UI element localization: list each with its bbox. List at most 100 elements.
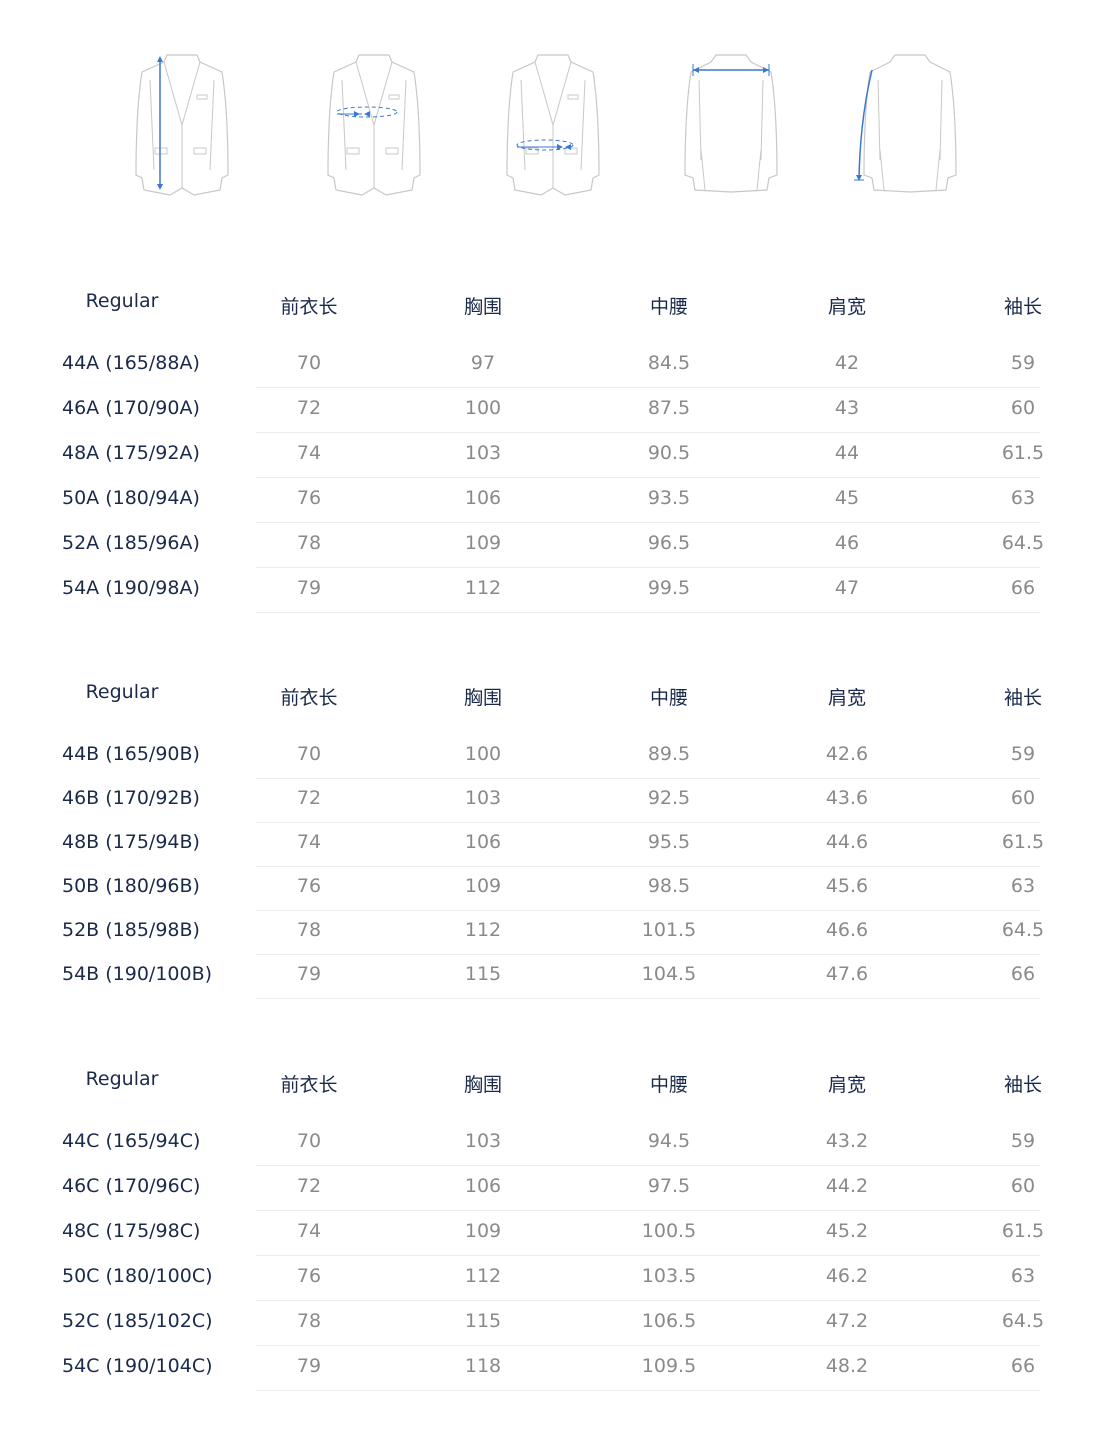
table-row: 44B (165/90B) 70 100 89.5 42.6 59 <box>0 743 1106 788</box>
table-row: 50B (180/96B) 76 109 98.5 45.6 63 <box>0 875 1106 920</box>
size-label: 44A (165/88A) <box>62 352 200 374</box>
measurement-value: 103 <box>464 442 502 464</box>
measurement-value: 70 <box>296 1130 322 1152</box>
measurement-value: 78 <box>296 919 322 941</box>
jacket-shoulder-icon <box>671 50 791 195</box>
size-label: 52A (185/96A) <box>62 532 200 554</box>
table-row: 54A (190/98A) 79 112 99.5 47 66 <box>0 577 1106 622</box>
size-label: 54B (190/100B) <box>62 963 213 985</box>
table-row: 52B (185/98B) 78 112 101.5 46.6 64.5 <box>0 919 1106 964</box>
measurement-value: 106 <box>464 487 502 509</box>
table-row: 46A (170/90A) 72 100 87.5 43 60 <box>0 397 1106 442</box>
size-table: Regular 前衣长 胸围 中腰 肩宽 袖长 44A (165/88A) 70 97 84.5… <box>0 280 1106 620</box>
measurement-value: 63 <box>1010 1265 1036 1287</box>
measurement-value: 109 <box>464 1220 502 1242</box>
size-label: 54C (190/104C) <box>62 1355 213 1377</box>
column-header: 前衣长 <box>280 296 338 318</box>
measurement-value: 109.5 <box>641 1355 697 1377</box>
column-header: 前衣长 <box>280 1074 338 1096</box>
measurement-value: 78 <box>296 1310 322 1332</box>
measurement-value: 109 <box>464 875 502 897</box>
row-divider <box>256 567 1040 568</box>
measurement-value: 87.5 <box>647 397 691 419</box>
column-header: 肩宽 <box>827 687 866 709</box>
measurement-value: 100.5 <box>641 1220 697 1242</box>
table-row: 52A (185/96A) 78 109 96.5 46 64.5 <box>0 532 1106 577</box>
measurement-value: 61.5 <box>1001 831 1045 853</box>
row-divider <box>256 612 1040 613</box>
measurement-illustrations <box>0 40 1106 200</box>
measurement-value: 48.2 <box>825 1355 869 1377</box>
row-divider <box>256 477 1040 478</box>
row-divider <box>256 1255 1040 1256</box>
jacket-front-length-icon <box>122 50 242 196</box>
size-label: 48C (175/98C) <box>62 1220 201 1242</box>
size-label: 48B (175/94B) <box>62 831 200 853</box>
measurement-value: 43.6 <box>825 787 869 809</box>
measurement-value: 94.5 <box>647 1130 691 1152</box>
measurement-value: 98.5 <box>647 875 691 897</box>
measurement-value: 79 <box>296 963 322 985</box>
fit-label: Regular <box>85 1068 159 1090</box>
table-row: 44A (165/88A) 70 97 84.5 42 59 <box>0 352 1106 397</box>
row-divider <box>256 1165 1040 1166</box>
measurement-value: 42 <box>834 352 860 374</box>
measurement-value: 46.6 <box>825 919 869 941</box>
measurement-value: 72 <box>296 1175 322 1197</box>
measurement-value: 60 <box>1010 787 1036 809</box>
measurement-value: 103 <box>464 1130 502 1152</box>
row-divider <box>256 822 1040 823</box>
size-label: 52B (185/98B) <box>62 919 200 941</box>
table-row: 48B (175/94B) 74 106 95.5 44.6 61.5 <box>0 831 1106 876</box>
measurement-value: 74 <box>296 831 322 853</box>
measurement-value: 61.5 <box>1001 1220 1045 1242</box>
measurement-value: 103.5 <box>641 1265 697 1287</box>
jacket-waist-icon <box>493 50 613 196</box>
measurement-value: 60 <box>1010 397 1036 419</box>
column-header: 中腰 <box>649 296 688 318</box>
measurement-value: 72 <box>296 787 322 809</box>
measurement-value: 44.6 <box>825 831 869 853</box>
measurement-value: 100 <box>464 743 502 765</box>
column-header: 胸围 <box>463 1074 502 1096</box>
fit-label: Regular <box>85 681 159 703</box>
jacket-sleeve-icon <box>850 50 970 195</box>
measurement-value: 47 <box>834 577 860 599</box>
size-label: 50A (180/94A) <box>62 487 200 509</box>
measurement-value: 64.5 <box>1001 1310 1045 1332</box>
measurement-value: 59 <box>1010 743 1036 765</box>
measurement-value: 70 <box>296 352 322 374</box>
measurement-value: 66 <box>1010 1355 1036 1377</box>
size-label: 54A (190/98A) <box>62 577 200 599</box>
measurement-value: 44.2 <box>825 1175 869 1197</box>
measurement-value: 70 <box>296 743 322 765</box>
measurement-value: 63 <box>1010 875 1036 897</box>
column-header: 袖长 <box>1003 687 1042 709</box>
measurement-value: 61.5 <box>1001 442 1045 464</box>
column-header: 中腰 <box>649 687 688 709</box>
measurement-value: 104.5 <box>641 963 697 985</box>
column-header: 袖长 <box>1003 296 1042 318</box>
measurement-value: 106 <box>464 831 502 853</box>
measurement-value: 43.2 <box>825 1130 869 1152</box>
size-label: 46A (170/90A) <box>62 397 200 419</box>
measurement-value: 96.5 <box>647 532 691 554</box>
size-label: 52C (185/102C) <box>62 1310 213 1332</box>
size-label: 50B (180/96B) <box>62 875 200 897</box>
measurement-value: 92.5 <box>647 787 691 809</box>
column-header: 袖长 <box>1003 1074 1042 1096</box>
table-row: 48A (175/92A) 74 103 90.5 44 61.5 <box>0 442 1106 487</box>
table-row: 52C (185/102C) 78 115 106.5 47.2 64.5 <box>0 1310 1106 1355</box>
measurement-value: 74 <box>296 1220 322 1242</box>
measurement-value: 89.5 <box>647 743 691 765</box>
row-divider <box>256 1210 1040 1211</box>
measurement-value: 112 <box>464 1265 502 1287</box>
measurement-value: 106 <box>464 1175 502 1197</box>
table-row: 54C (190/104C) 79 118 109.5 48.2 66 <box>0 1355 1106 1400</box>
measurement-value: 60 <box>1010 1175 1036 1197</box>
row-divider <box>256 778 1040 779</box>
column-header: 前衣长 <box>280 687 338 709</box>
measurement-value: 45.6 <box>825 875 869 897</box>
size-label: 50C (180/100C) <box>62 1265 213 1287</box>
row-divider <box>256 998 1040 999</box>
